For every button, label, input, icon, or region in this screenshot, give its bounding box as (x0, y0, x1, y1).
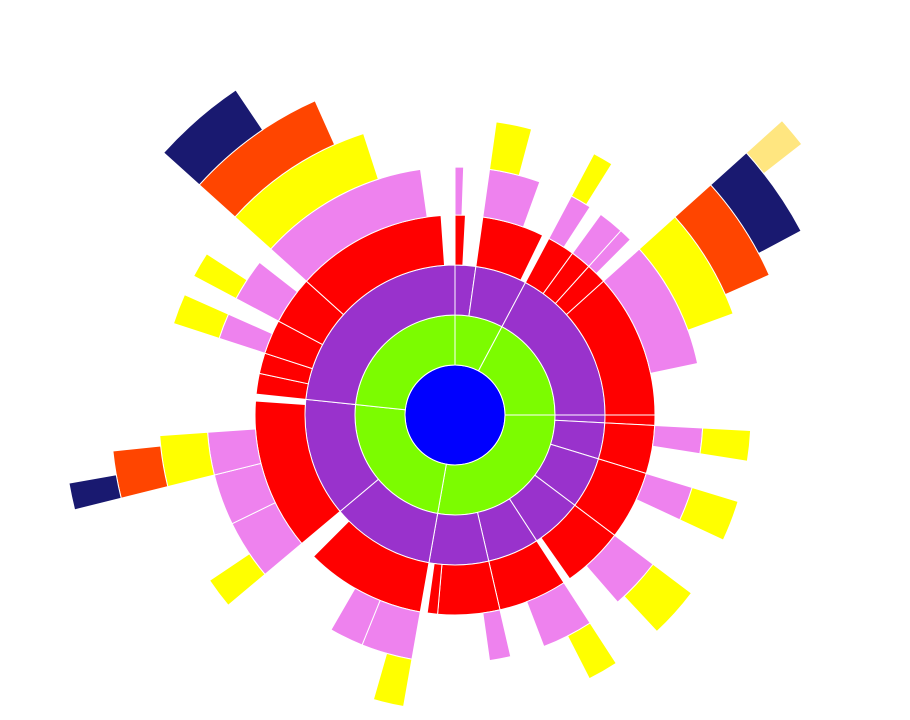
sunburst-segment (330, 587, 381, 646)
sunburst-segment (588, 229, 632, 275)
sunburst-segment (709, 151, 802, 255)
sunburst-segment (651, 424, 704, 455)
sunburst-segment (570, 152, 613, 206)
sunburst-segment (437, 560, 501, 616)
sunburst-segment (218, 313, 273, 354)
sunburst-segment (566, 622, 617, 680)
sunburst-segment (192, 253, 248, 300)
sunburst-segment (482, 609, 512, 662)
sunburst-segment (488, 121, 533, 177)
sunburst-segment (426, 562, 443, 615)
sunburst-segment (745, 119, 803, 175)
sunburst-segment (454, 214, 466, 266)
sunburst-center (404, 364, 506, 466)
sunburst-segment (162, 89, 264, 186)
sunburst-segment (482, 168, 541, 228)
sunburst-segment (699, 427, 752, 462)
sunburst-segment (372, 652, 413, 708)
sunburst-segment (68, 474, 122, 511)
sunburst-segment (112, 445, 169, 499)
sunburst-segment (623, 563, 693, 633)
sunburst-segment (172, 293, 230, 339)
sunburst-segment (428, 511, 490, 566)
sunburst-segment (208, 552, 266, 606)
sunburst-segment (454, 166, 465, 216)
sunburst-segment (679, 486, 739, 541)
sunburst-segment (159, 431, 215, 488)
